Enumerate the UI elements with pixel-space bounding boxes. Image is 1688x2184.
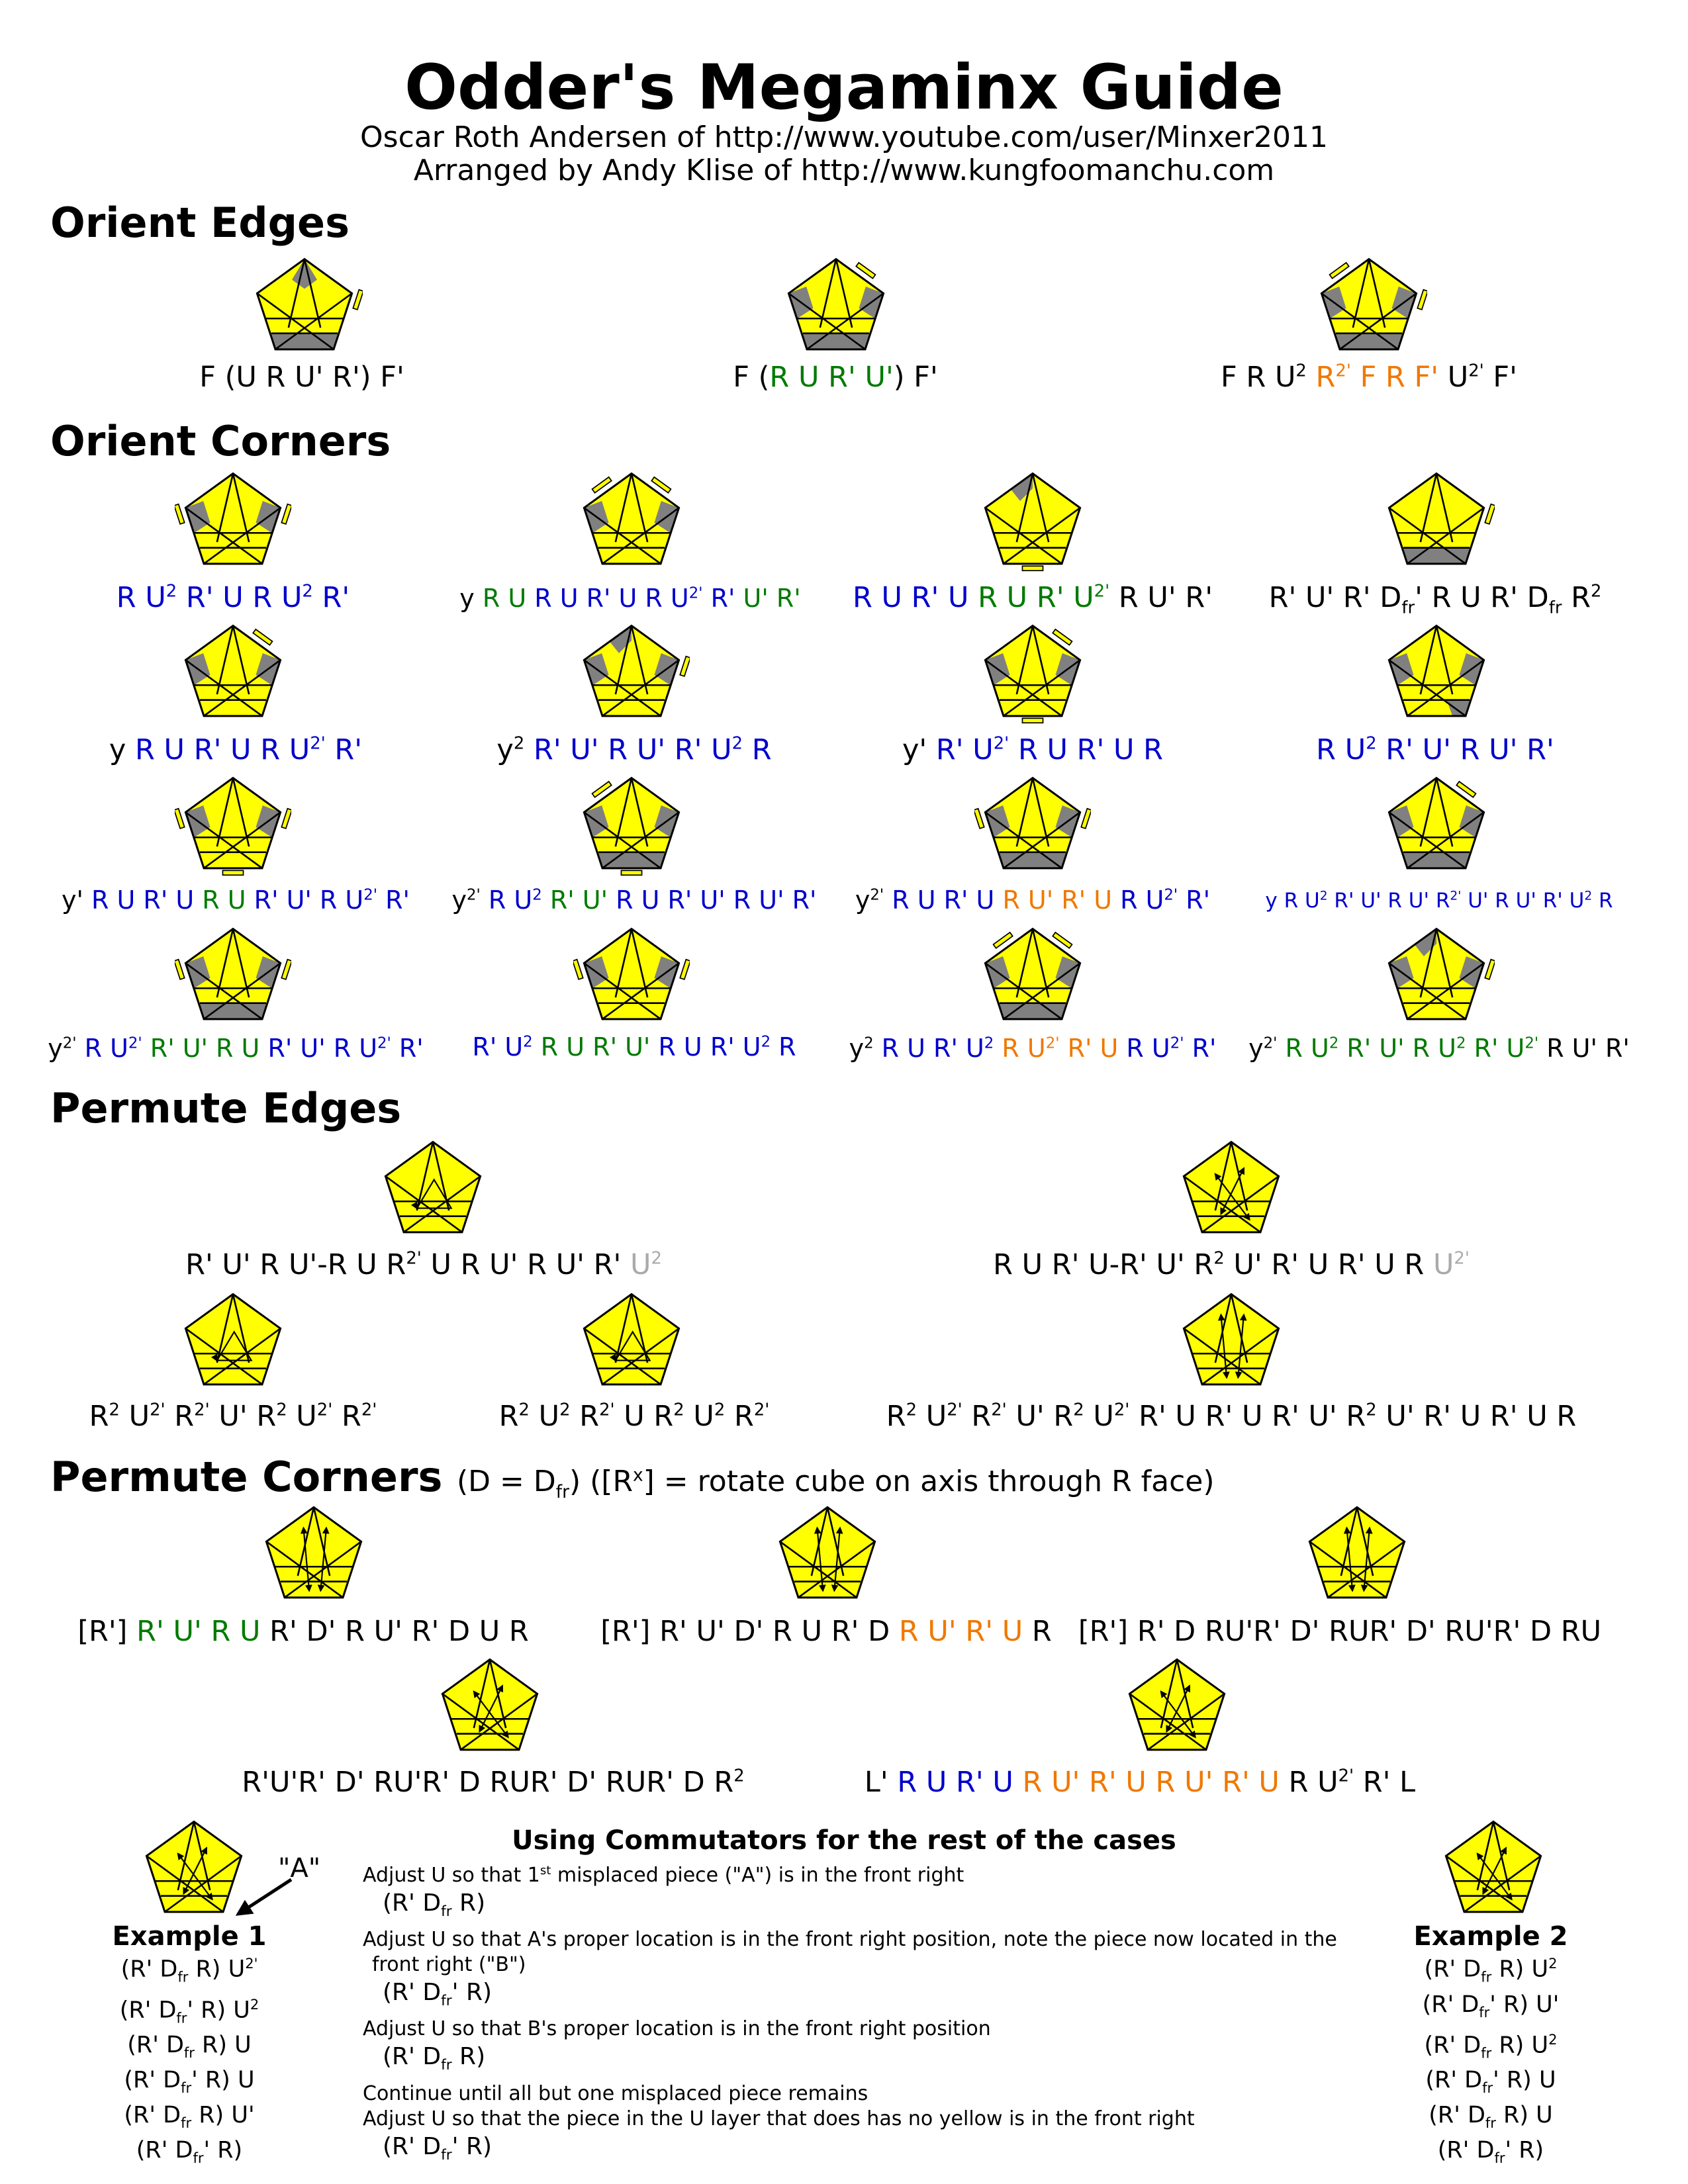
- megaminx-diagram: [984, 472, 1082, 572]
- orient-corners-alg-13: y2' R U2' R' U' R U R' U' R U2' R': [48, 1034, 424, 1063]
- permute-corners-alg-1: [R'] R' U' R U R' D' R U' R' D U R: [77, 1615, 529, 1648]
- page-title: Odder's Megaminx Guide: [404, 52, 1284, 124]
- megaminx-diagram: [573, 927, 690, 1021]
- orient-corners-alg-9: y' R U R' U R U R' U' R U2' R': [62, 886, 410, 915]
- orient-corners-alg-10: y2' R U2 R' U' R U R' U' R U' R': [451, 886, 817, 915]
- instr-line-6: Adjust U so that the piece in the U laye…: [363, 2107, 1195, 2130]
- orient-corners-alg-8: R U2 R' U' R U' R': [1316, 733, 1554, 766]
- megaminx-diagram: [184, 624, 282, 717]
- megaminx-diagram: [974, 776, 1091, 870]
- permute-edges-alg-5: R2 U2' R2' U' R2 U2' R' U R' U R' U' R2 …: [886, 1400, 1577, 1433]
- permute-edges-alg-3: R2 U2' R2' U' R2 U2' R2': [89, 1400, 377, 1433]
- instr-line-1: Adjust U so that 1st misplaced piece ("A…: [363, 1864, 964, 1887]
- megaminx-diagram: [1444, 1820, 1542, 1913]
- orient-corners-alg-11: y2' R U R' U R U' R' U R U2' R': [855, 886, 1211, 915]
- instr-alg-2: (R' Dfr' R): [383, 1979, 492, 2010]
- orient-edges-alg-2: F (R U R' U') F': [733, 361, 938, 394]
- commutator-instructions: Adjust U so that 1st misplaced piece ("A…: [363, 1858, 1337, 2171]
- megaminx-diagram: [583, 624, 690, 717]
- permute-edges-alg-2: R U R' U-R' U' R2 U' R' U R' U R U2': [993, 1248, 1470, 1281]
- megaminx-diagram: [384, 1140, 482, 1234]
- example-1-step: (R' Dfr' R) U: [124, 2067, 255, 2097]
- orient-corners-alg-7: y' R' U2' R U R' U R: [902, 733, 1164, 766]
- orient-corners-alg-12: y R U2 R' U' R U' R2' U' R U' R' U2 R: [1265, 889, 1613, 913]
- orient-edges-alg-1: F (U R U' R') F': [199, 361, 404, 394]
- label-a: "A": [278, 1853, 321, 1884]
- orient-corners-alg-4: R' U' R' Dfr' R U R' Dfr R2: [1268, 581, 1602, 618]
- orient-corners-alg-3: R U R' U R U R' U2' R U' R': [852, 581, 1213, 614]
- section-orient-corners: Orient Corners: [50, 417, 391, 465]
- megaminx-diagram: [441, 1658, 539, 1751]
- instr-alg-1: (R' Dfr R): [383, 1889, 486, 1921]
- megaminx-diagram: [1308, 1506, 1406, 1599]
- megaminx-diagram: [175, 927, 291, 1021]
- megaminx-diagram: [145, 1820, 243, 1913]
- megaminx-diagram: [256, 257, 363, 351]
- instr-line-5: Continue until all but one misplaced pie…: [363, 2081, 868, 2105]
- megaminx-diagram: [583, 472, 680, 565]
- example-2-step: (R' Dfr R) U2: [1424, 2031, 1558, 2062]
- megaminx-diagram: [583, 776, 680, 876]
- permute-edges-alg-4: R2 U2 R2' U R2 U2 R2': [498, 1400, 770, 1433]
- instr-alg-3: (R' Dfr R): [383, 2043, 486, 2074]
- example-1: Example 1 (R' Dfr R) U2' (R' Dfr' R) U2 …: [112, 1923, 266, 2172]
- orient-corners-alg-1: R U2 R' U R U2 R': [116, 581, 350, 614]
- megaminx-diagram: [175, 472, 291, 565]
- orient-corners-alg-2: y R U R U R' U R U2' R' U' R': [459, 584, 801, 613]
- permute-edges-alg-1: R' U' R U'-R U R2' U R U' R U' R' U2: [185, 1248, 662, 1281]
- example-2-step: (R' Dfr R) U2: [1424, 1956, 1558, 1985]
- megaminx-diagram: [265, 1506, 363, 1599]
- example-2-step: (R' Dfr' R) U: [1425, 2067, 1556, 2097]
- orient-corners-alg-5: y R U R' U R U2' R': [109, 733, 363, 766]
- permute-corners-alg-4: R'U'R' D' RU'R' D RUR' D' RUR' D R2: [242, 1766, 745, 1799]
- permute-corners-alg-3: [R'] R' D RU'R' D' RUR' D' RU'R' D RU: [1078, 1615, 1602, 1648]
- label-a-arrow: [235, 1878, 293, 1916]
- megaminx-diagram: [1320, 257, 1427, 351]
- megaminx-diagram: [1387, 624, 1485, 717]
- permute-corners-alg-5: L' R U R' U R U' R' U R U' R' U R U2' R'…: [864, 1766, 1416, 1799]
- example-1-label: Example 1: [112, 1921, 267, 1952]
- commutators-heading: Using Commutators for the rest of the ca…: [512, 1825, 1176, 1856]
- orient-corners-alg-14: R' U2 R U R' U' R U R' U2 R: [472, 1032, 796, 1062]
- example-1-step: (R' Dfr R) U: [127, 2032, 252, 2062]
- example-1-step: (R' Dfr R) U': [124, 2102, 255, 2132]
- megaminx-diagram: [1128, 1658, 1226, 1751]
- megaminx-diagram: [778, 1506, 876, 1599]
- megaminx-diagram: [175, 776, 291, 876]
- example-2-label: Example 2: [1413, 1921, 1568, 1952]
- instr-line-3: front right ("B"): [372, 1953, 526, 1977]
- orient-corners-alg-6: y2 R' U' R U' R' U2 R: [496, 733, 772, 766]
- example-1-step: (R' Dfr' R): [136, 2137, 243, 2167]
- permute-corners-alg-2: [R'] R' U' D' R U R' D R U' R' U R: [600, 1615, 1052, 1648]
- megaminx-diagram: [1182, 1140, 1280, 1234]
- example-2-step: (R' Dfr' R): [1437, 2137, 1544, 2167]
- section-permute-edges: Permute Edges: [50, 1084, 402, 1132]
- megaminx-diagram: [1387, 472, 1495, 565]
- orient-edges-alg-3: F R U2 R2' F R F' U2' F': [1221, 361, 1517, 394]
- instr-line-2: Adjust U so that A's proper location is …: [363, 1928, 1337, 1952]
- example-2: Example 2 (R' Dfr R) U2 (R' Dfr' R) U' (…: [1413, 1923, 1568, 2172]
- section-orient-edges: Orient Edges: [50, 199, 350, 247]
- example-1-step: (R' Dfr' R) U2: [119, 1996, 259, 2026]
- megaminx-diagram: [583, 1293, 680, 1386]
- megaminx-diagram: [1387, 776, 1485, 870]
- credit-arranger: Arranged by Andy Klise of http://www.kun…: [413, 154, 1275, 187]
- megaminx-diagram: [1182, 1293, 1280, 1386]
- instr-line-4: Adjust U so that B's proper location is …: [363, 2017, 991, 2041]
- megaminx-diagram: [984, 927, 1082, 1021]
- megaminx-diagram: [184, 1293, 282, 1386]
- megaminx-diagram: [984, 624, 1082, 724]
- instr-alg-4: (R' Dfr' R): [383, 2132, 492, 2163]
- section-permute-corners: Permute Corners (D = Dfr) ([Rx] = rotate…: [50, 1453, 1215, 1502]
- example-2-step: (R' Dfr' R) U': [1422, 1991, 1560, 2021]
- credit-author: Oscar Roth Andersen of http://www.youtub…: [360, 120, 1328, 154]
- orient-corners-alg-16: y2' R U2 R' U' R U2 R' U2' R U' R': [1248, 1034, 1630, 1063]
- example-1-step: (R' Dfr R) U2': [120, 1956, 258, 1985]
- orient-corners-alg-15: y2 R U R' U2 R U2' R' U R U2' R': [849, 1034, 1217, 1063]
- megaminx-diagram: [1387, 927, 1495, 1021]
- megaminx-diagram: [787, 257, 885, 351]
- example-2-step: (R' Dfr R) U: [1429, 2102, 1553, 2132]
